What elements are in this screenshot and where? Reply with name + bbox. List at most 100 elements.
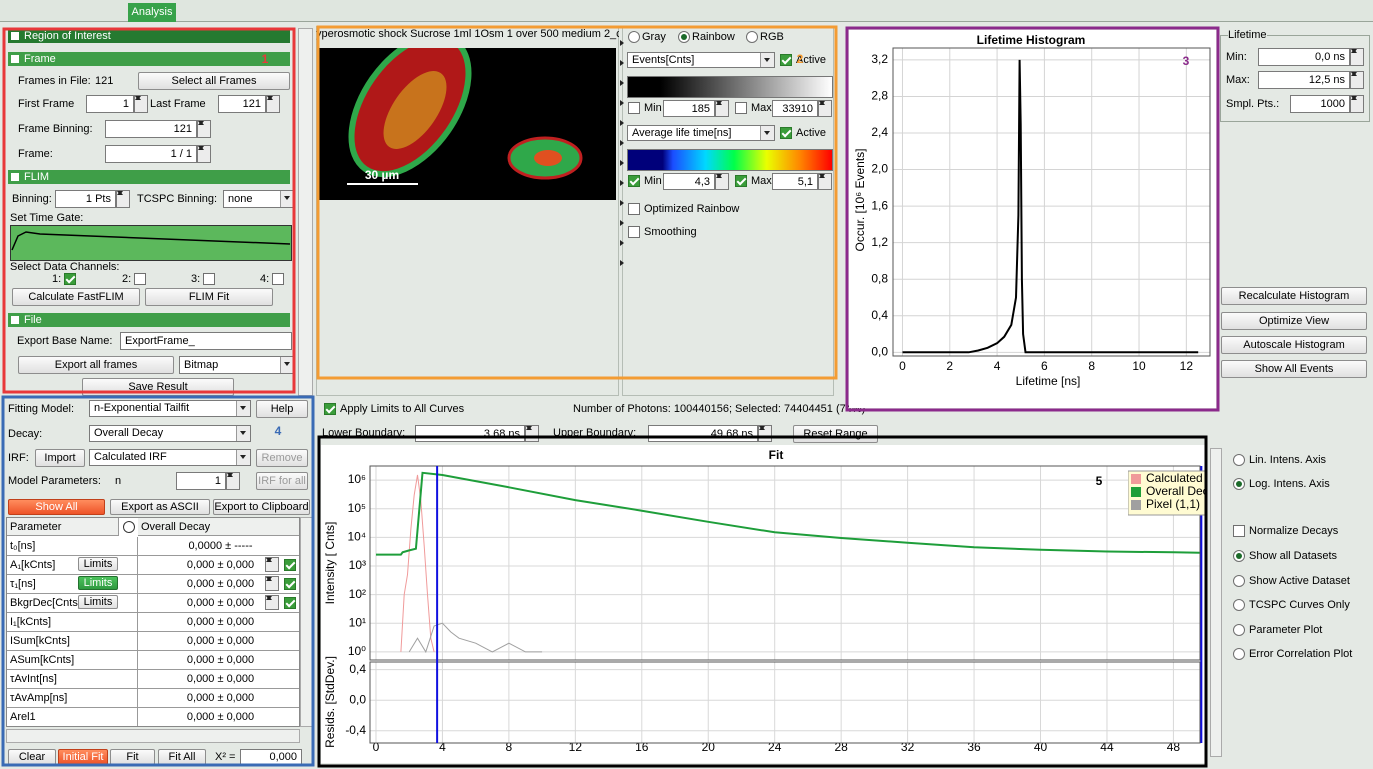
button[interactable]: Limits	[78, 576, 118, 590]
radio-button[interactable]	[1233, 575, 1245, 587]
button[interactable]: Calculate FastFLIM	[12, 288, 140, 306]
text-field[interactable]: 12,5 ns	[1258, 71, 1350, 89]
checkbox[interactable]	[64, 273, 76, 285]
button[interactable]: Limits	[78, 595, 118, 609]
dropdown[interactable]: Bitmap	[179, 356, 295, 374]
button[interactable]: Fit	[110, 749, 155, 765]
spinner[interactable]	[116, 190, 130, 208]
checkbox[interactable]	[203, 273, 215, 285]
section-header[interactable]: Frame	[8, 52, 290, 66]
radio-button[interactable]	[1233, 550, 1245, 562]
radio-button[interactable]	[1233, 599, 1245, 611]
dropdown[interactable]: n-Exponential Tailfit	[89, 400, 251, 417]
dropdown[interactable]: Average life time[ns]	[627, 125, 775, 141]
dropdown[interactable]: Calculated IRF	[89, 449, 251, 466]
image-view[interactable]	[318, 48, 616, 200]
checkbox[interactable]	[134, 273, 146, 285]
text-field[interactable]: 1	[176, 472, 226, 490]
button[interactable]: Autoscale Histogram	[1221, 336, 1367, 354]
button[interactable]: Save Result	[82, 378, 234, 396]
checkbox[interactable]	[628, 102, 640, 114]
radio-button[interactable]	[628, 31, 640, 43]
spinner[interactable]	[818, 100, 832, 117]
button[interactable]: FLIM Fit	[145, 288, 273, 306]
spinner[interactable]	[1350, 95, 1364, 113]
text-field[interactable]: 3,68 ns	[415, 425, 525, 442]
radio-button[interactable]	[1233, 454, 1245, 466]
section-header[interactable]: Region of Interest	[8, 29, 290, 43]
spinner[interactable]	[818, 173, 832, 190]
text-field[interactable]: 49,68 ns	[648, 425, 758, 442]
checkbox[interactable]	[1233, 525, 1245, 537]
scrollbar[interactable]	[298, 28, 313, 396]
scrollbar[interactable]	[1210, 448, 1222, 757]
button[interactable]: Select all Frames	[138, 72, 290, 90]
spinner[interactable]	[265, 595, 279, 610]
button[interactable]: Optimize View	[1221, 312, 1367, 330]
section-header[interactable]: FLIM	[8, 170, 290, 184]
text-field[interactable]: 33910	[772, 100, 818, 117]
text-field[interactable]: 0,0 ns	[1258, 48, 1350, 66]
spinner[interactable]	[525, 425, 539, 442]
button[interactable]: Show All	[8, 499, 105, 515]
radio-button[interactable]	[678, 31, 690, 43]
button[interactable]: Help	[256, 400, 308, 418]
text-field[interactable]: 1 Pts	[55, 190, 116, 208]
spinner[interactable]	[266, 95, 280, 113]
checkbox[interactable]	[628, 226, 640, 238]
button[interactable]: Clear	[8, 749, 56, 765]
button[interactable]: Fit All	[158, 749, 206, 765]
spinner[interactable]	[134, 95, 148, 113]
spinner[interactable]	[265, 576, 279, 591]
dropdown[interactable]: none	[223, 190, 295, 208]
text-field[interactable]: 1000	[1290, 95, 1350, 113]
button[interactable]: Export to Clipboard	[213, 499, 310, 515]
spinner[interactable]	[197, 145, 211, 163]
spinner[interactable]	[1350, 48, 1364, 66]
checkbox[interactable]	[780, 127, 792, 139]
checkbox[interactable]	[780, 54, 792, 66]
button[interactable]: Initial Fit	[58, 749, 108, 765]
analysis-tab[interactable]: Analysis	[128, 3, 176, 22]
spinner[interactable]	[265, 557, 279, 572]
text-field[interactable]: 4,3	[663, 173, 715, 190]
scrollbar[interactable]	[300, 517, 313, 727]
text-field[interactable]: 5,1	[772, 173, 818, 190]
checkbox[interactable]	[628, 203, 640, 215]
text-field[interactable]: 185	[663, 100, 715, 117]
checkbox[interactable]	[628, 175, 640, 187]
checkbox[interactable]	[735, 175, 747, 187]
button[interactable]: Recalculate Histogram	[1221, 287, 1367, 305]
spinner[interactable]	[758, 425, 772, 442]
checkbox[interactable]	[735, 102, 747, 114]
spinner[interactable]	[197, 120, 211, 138]
dropdown[interactable]: Overall Decay	[89, 425, 251, 442]
button[interactable]: Reset Range	[793, 425, 878, 443]
button[interactable]: Show All Events	[1221, 360, 1367, 378]
text-field[interactable]: ExportFrame_	[120, 332, 292, 350]
radio-button[interactable]	[746, 31, 758, 43]
fix-checkbox[interactable]	[284, 578, 296, 590]
section-header[interactable]: File	[8, 313, 290, 327]
checkbox[interactable]	[324, 403, 336, 415]
button[interactable]: Export all frames	[18, 356, 174, 374]
dropdown[interactable]: Events[Cnts]	[627, 52, 775, 68]
text-field[interactable]: 0,000	[240, 749, 302, 765]
button[interactable]: Limits	[78, 557, 118, 571]
button[interactable]: IRF for all	[256, 472, 308, 490]
scrollbar[interactable]	[6, 729, 300, 743]
spinner[interactable]	[715, 100, 729, 117]
button[interactable]: Import	[35, 449, 85, 467]
button[interactable]: Remove	[256, 449, 308, 467]
spinner[interactable]	[226, 472, 240, 490]
fix-checkbox[interactable]	[284, 597, 296, 609]
fix-checkbox[interactable]	[284, 559, 296, 571]
spinner[interactable]	[1350, 71, 1364, 89]
spinner[interactable]	[715, 173, 729, 190]
checkbox[interactable]	[272, 273, 284, 285]
text-field[interactable]: 1 / 1	[105, 145, 197, 163]
radio-button[interactable]	[1233, 648, 1245, 660]
button[interactable]: Export as ASCII	[110, 499, 210, 515]
text-field[interactable]: 121	[105, 120, 197, 138]
text-field[interactable]: 1	[86, 95, 134, 113]
